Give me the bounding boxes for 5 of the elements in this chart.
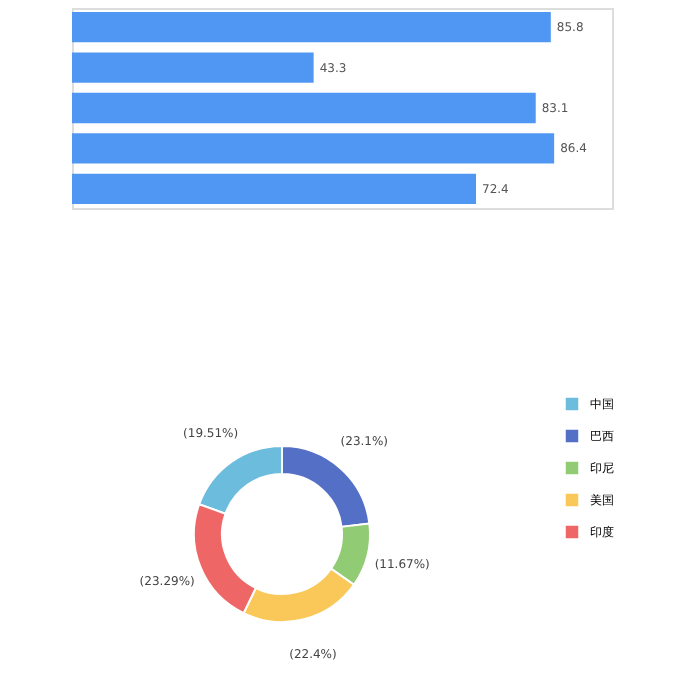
bar <box>72 52 314 83</box>
bar <box>72 12 551 43</box>
bar <box>72 92 536 124</box>
bar <box>72 133 555 164</box>
bar <box>72 173 477 204</box>
